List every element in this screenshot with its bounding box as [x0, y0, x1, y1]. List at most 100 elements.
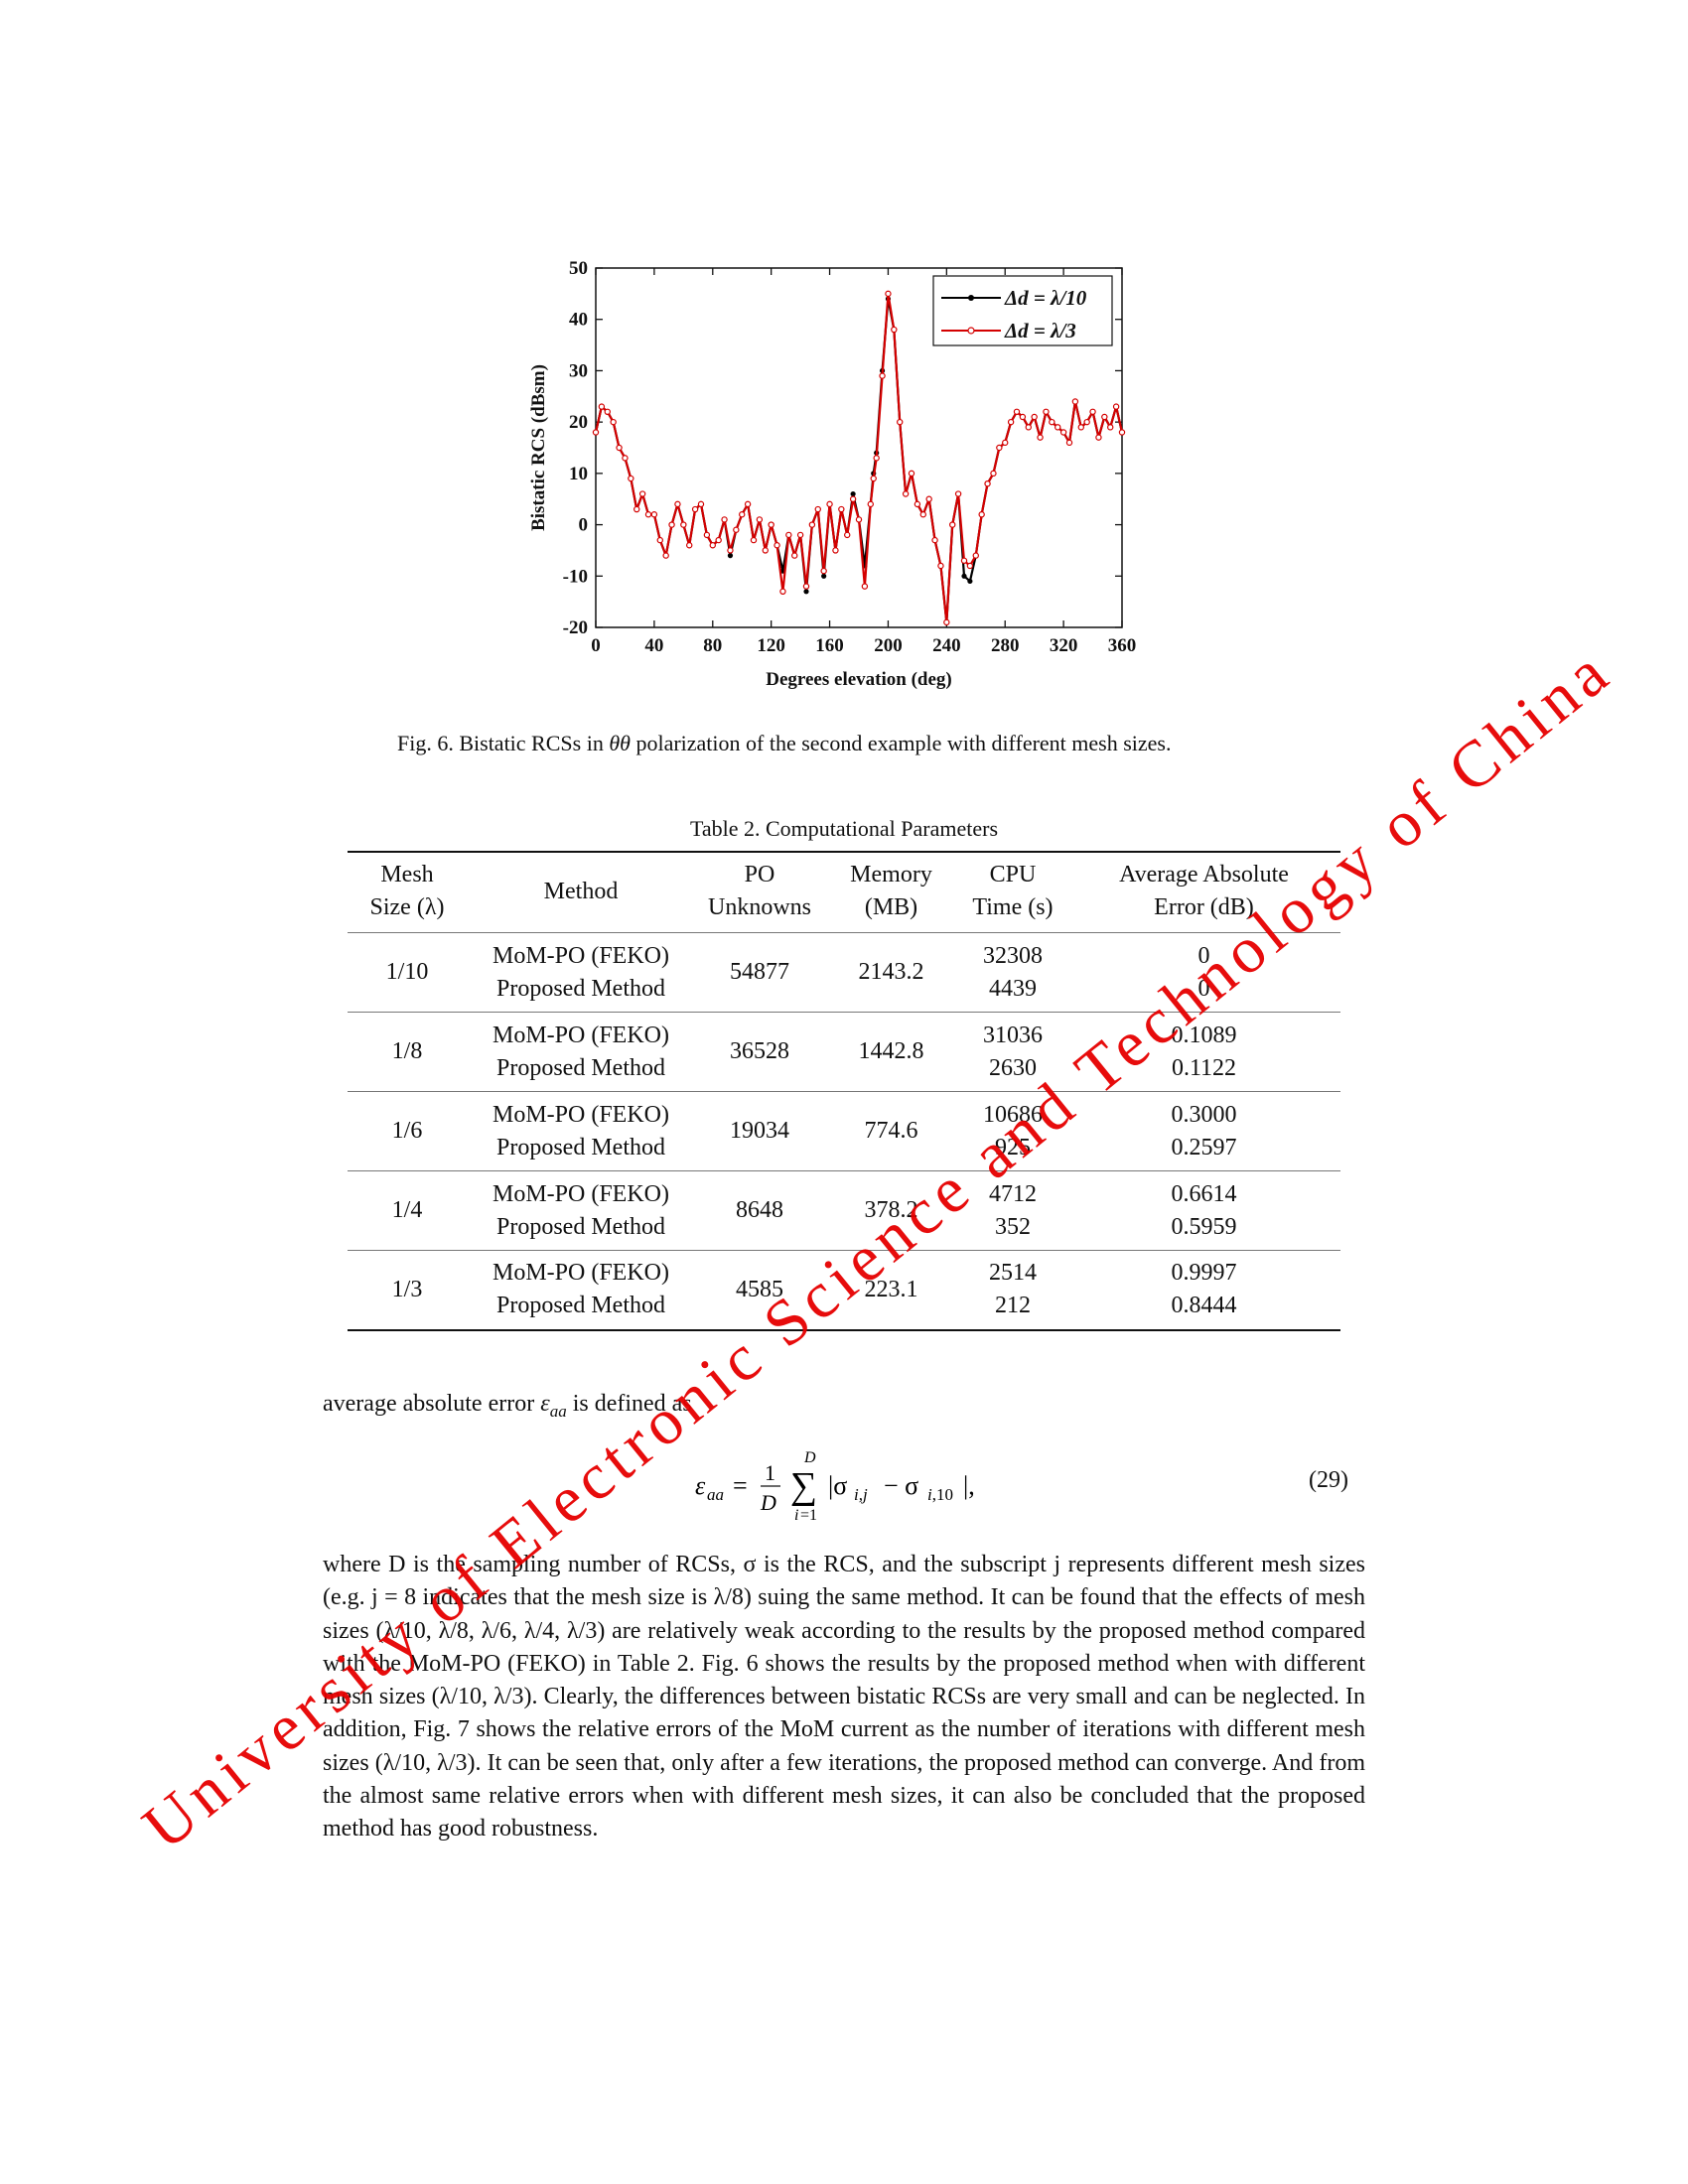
svg-text:|σ: |σ — [828, 1471, 847, 1500]
x-tick-label: 360 — [1108, 635, 1137, 656]
cell-cpu: 10686 925 — [983, 1101, 1043, 1160]
series-point-1 — [873, 455, 880, 462]
table-row: 1/8 MoM-PO (FEKO) Proposed Method 36528 1… — [348, 1013, 1340, 1092]
body-paragraph: where D is the sampling number of RCSs, … — [323, 1552, 1365, 1843]
figure-caption-suffix: polarization of the second example with … — [630, 731, 1172, 755]
series-point-1 — [891, 326, 898, 334]
x-tick-label: 80 — [703, 635, 722, 656]
y-tick-label: 50 — [569, 258, 588, 279]
header-po-unknowns: PO Unknowns — [707, 862, 811, 920]
equation-29: ε aa = 1 D D ∑ i =1 |σ i,j − σ i,10 |, — [695, 1444, 1112, 1524]
series-point-1 — [925, 495, 932, 502]
series-point-1 — [1043, 408, 1050, 415]
table-caption: Table 2. Computational Parameters — [689, 816, 999, 841]
series-point-1 — [616, 444, 623, 452]
series-point-1 — [966, 562, 974, 570]
series-point-1 — [762, 547, 769, 554]
cell-po: 8648 — [736, 1197, 783, 1223]
x-tick-label: 240 — [932, 635, 961, 656]
series-point-1 — [739, 511, 746, 518]
series-point-1 — [774, 542, 780, 549]
series-point-1 — [750, 536, 758, 544]
svg-text:=: = — [733, 1471, 748, 1500]
series-point-1 — [604, 408, 611, 415]
series-point-1 — [656, 536, 663, 544]
series-point-1 — [996, 444, 1003, 452]
series-point-1 — [785, 531, 792, 539]
table-row: 1/6 MoM-PO (FEKO) Proposed Method 19034 7… — [348, 1092, 1340, 1171]
y-axis-title: Bistatic RCS (dBsm) — [528, 364, 549, 531]
series-point-1 — [650, 511, 658, 518]
cell-memory: 223.1 — [864, 1276, 918, 1302]
series-point-1 — [1019, 413, 1027, 421]
series-point-1 — [1083, 418, 1090, 426]
series-point-1 — [721, 516, 728, 523]
series-point-1 — [885, 290, 892, 298]
cell-cpu: 4712 352 — [989, 1180, 1037, 1240]
series-point-1 — [686, 542, 693, 549]
legend-marker-1 — [967, 327, 975, 335]
series-point-1 — [931, 536, 938, 544]
parameters-table: Mesh Size (λ) Method PO Unknowns Memory (MB… — [348, 851, 1340, 1331]
header-mesh-size: Mesh Size (λ) — [369, 862, 445, 920]
series-point-1 — [791, 552, 798, 559]
cell-cpu: 2514 212 — [989, 1260, 1037, 1319]
series-point-1 — [1112, 403, 1120, 410]
series-point-1 — [814, 505, 821, 513]
legend-box — [932, 275, 1113, 346]
rcs-figure: 0 40 80 120 160 200 240 280 320 360 -20 -10 0 10 20 30 4… — [516, 248, 1152, 705]
series-point-0 — [727, 553, 734, 559]
series-point-1 — [838, 505, 845, 513]
series-point-1 — [1049, 418, 1055, 426]
series-point-1 — [1059, 429, 1067, 436]
series-point-1 — [826, 500, 833, 508]
cell-error: 0.9997 0.8444 — [1171, 1260, 1237, 1319]
series-point-1 — [870, 475, 877, 482]
table-row: 1/3 MoM-PO (FEKO) Proposed Method 4585 22… — [348, 1251, 1340, 1330]
series-point-1 — [680, 521, 687, 528]
svg-text:i,j: i,j — [854, 1485, 868, 1504]
svg-text:D: D — [760, 1490, 776, 1515]
header-memory: Memory (MB) — [850, 862, 932, 920]
series-point-1 — [633, 505, 640, 513]
series-point-1 — [1007, 418, 1015, 426]
series-point-1 — [744, 500, 752, 508]
series-point-0 — [850, 490, 856, 497]
series-point-1 — [972, 552, 979, 559]
series-point-1 — [1089, 408, 1096, 415]
series-point-1 — [715, 536, 722, 544]
series-point-1 — [644, 511, 652, 518]
x-axis-title: Degrees elevation (deg) — [766, 669, 951, 690]
series-point-1 — [1118, 429, 1126, 436]
cell-memory: 378.2 — [864, 1197, 918, 1223]
series-point-1 — [978, 511, 985, 518]
series-point-1 — [914, 500, 921, 508]
figure-caption-symbol: θθ — [609, 731, 631, 755]
cell-method: MoM-PO (FEKO) Proposed Method — [492, 1022, 669, 1081]
series-point-1 — [954, 490, 962, 497]
series-point-1 — [808, 521, 816, 528]
series-point-0 — [961, 573, 967, 579]
svg-text:− σ: − σ — [884, 1471, 918, 1500]
cell-mesh: 1/3 — [391, 1276, 423, 1302]
legend-marker-0 — [968, 295, 974, 301]
x-tick-label: 200 — [874, 635, 903, 656]
cell-error: 0.6614 0.5959 — [1171, 1180, 1237, 1240]
y-tick-label: 10 — [569, 464, 588, 484]
series-point-1 — [867, 500, 874, 508]
series-point-1 — [849, 495, 857, 502]
intro-line: average absolute error εaa is defined as — [323, 1391, 692, 1421]
series-point-1 — [919, 511, 926, 518]
legend-label-0: Δd = λ/10 — [1004, 286, 1087, 310]
series-point-1 — [1101, 413, 1108, 421]
svg-text:i,10: i,10 — [927, 1485, 953, 1504]
series-point-1 — [802, 583, 810, 590]
series-point-1 — [697, 500, 705, 508]
y-tick-label: 20 — [569, 412, 588, 433]
table-row: 1/4 MoM-PO (FEKO) Proposed Method 8648 37… — [348, 1171, 1340, 1251]
series-point-1 — [844, 531, 851, 539]
series-point-1 — [733, 526, 740, 533]
series-point-1 — [727, 547, 734, 554]
series-point-1 — [855, 516, 863, 523]
